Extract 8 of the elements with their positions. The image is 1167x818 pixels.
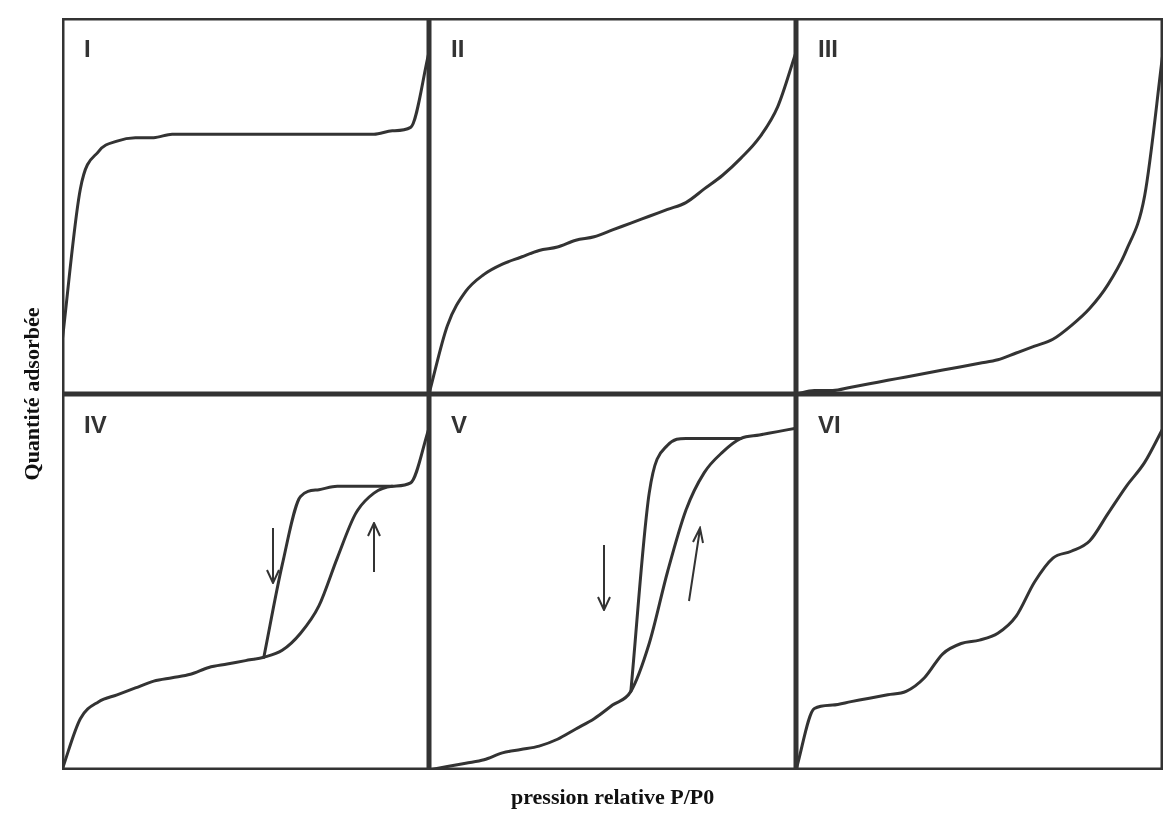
chart-title: II: [451, 34, 465, 62]
x-axis-title: pression relative P/P0: [511, 784, 715, 810]
chart-title: IV: [84, 410, 107, 438]
chart-title: I: [84, 34, 91, 62]
chart-title: V: [451, 410, 468, 438]
y-axis-title: Quantité adsorbée: [18, 307, 45, 481]
chart-title: III: [818, 34, 839, 62]
chart-title: VI: [818, 410, 841, 438]
